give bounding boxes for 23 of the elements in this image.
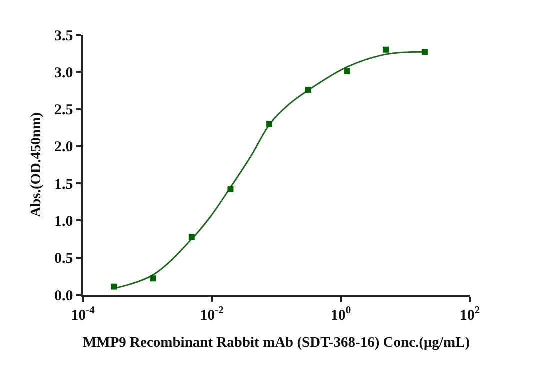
x-axis-title: MMP9 Recombinant Rabbit mAb (SDT-368-16) Conc.(μg/mL) (82, 334, 470, 351)
y-tick-label: 1.5 (54, 176, 74, 193)
x-tick-label: 10$^{0}$ (330, 305, 352, 324)
y-tick-label: 1.0 (54, 214, 74, 230)
x-tick-label: 10$^{2}$ (460, 305, 480, 324)
point (111, 284, 118, 290)
y-tick-label: 0.5 (54, 251, 74, 268)
point (266, 121, 273, 128)
point (305, 86, 312, 93)
y-tick-label: 0.0 (54, 288, 74, 304)
point (188, 234, 195, 240)
point (383, 46, 390, 53)
point (150, 276, 156, 282)
x-tick-label: 10$^{-4}$ (71, 305, 96, 324)
point (422, 49, 428, 56)
x-tick-label: 10$^{-2}$ (200, 305, 224, 324)
y-tick-label: 3.5 (54, 28, 74, 44)
y-axis-title: Abs.(OD.450nm) (28, 112, 44, 218)
point (228, 186, 234, 193)
y-tick-label: 3.0 (54, 65, 74, 82)
y-tick-label: 2.5 (54, 102, 74, 119)
y-tick-label: 2.0 (54, 140, 74, 156)
point (344, 68, 350, 74)
